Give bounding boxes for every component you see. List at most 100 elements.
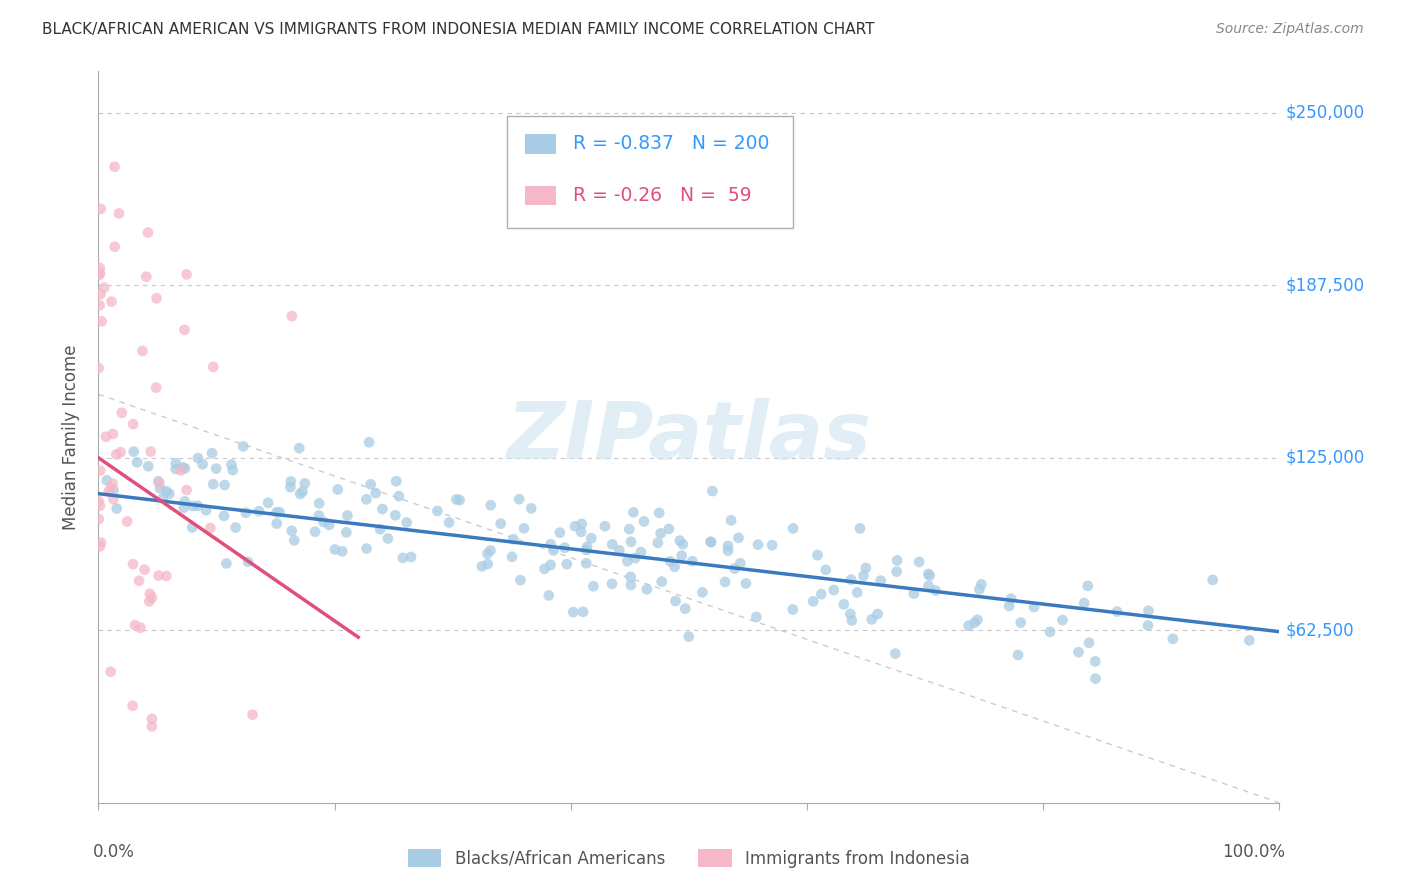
Point bbox=[395, 516, 418, 530]
Point bbox=[998, 599, 1021, 613]
Point bbox=[1073, 596, 1095, 610]
Point bbox=[673, 601, 696, 615]
Point bbox=[747, 538, 769, 552]
Point bbox=[170, 463, 193, 477]
Point bbox=[564, 519, 586, 533]
Point bbox=[513, 521, 536, 535]
Point bbox=[1137, 604, 1160, 618]
Point bbox=[700, 535, 723, 549]
Point bbox=[280, 480, 302, 494]
Point bbox=[247, 504, 270, 518]
Point bbox=[957, 618, 980, 632]
Point bbox=[187, 451, 209, 466]
Point bbox=[832, 597, 855, 611]
Point bbox=[139, 444, 162, 458]
Point bbox=[101, 476, 124, 491]
Point bbox=[903, 587, 925, 601]
Point bbox=[918, 568, 941, 582]
Point bbox=[1084, 672, 1107, 686]
Point bbox=[471, 559, 494, 574]
Point bbox=[554, 541, 576, 555]
Point bbox=[385, 474, 408, 488]
Point bbox=[257, 496, 280, 510]
Point bbox=[308, 508, 330, 523]
Point bbox=[479, 543, 502, 558]
Point bbox=[860, 612, 883, 626]
Point bbox=[1161, 632, 1184, 646]
Point bbox=[122, 444, 145, 458]
Point bbox=[174, 461, 197, 475]
Point bbox=[720, 513, 742, 527]
Point bbox=[917, 566, 939, 581]
Point bbox=[1202, 573, 1225, 587]
Point bbox=[1077, 579, 1099, 593]
Text: $187,500: $187,500 bbox=[1285, 277, 1364, 294]
Point bbox=[672, 537, 695, 551]
Point bbox=[572, 605, 595, 619]
Point bbox=[235, 506, 257, 520]
Text: R = -0.26   N =  59: R = -0.26 N = 59 bbox=[572, 186, 751, 205]
Point bbox=[388, 489, 411, 503]
Point bbox=[323, 542, 346, 557]
Point bbox=[136, 226, 159, 240]
Point bbox=[702, 484, 724, 499]
Point bbox=[664, 559, 686, 574]
Point bbox=[269, 505, 291, 519]
Point bbox=[115, 515, 138, 529]
Point bbox=[266, 516, 288, 531]
Point bbox=[1007, 648, 1029, 662]
Point bbox=[90, 202, 112, 216]
Text: Source: ZipAtlas.com: Source: ZipAtlas.com bbox=[1216, 22, 1364, 37]
Point bbox=[810, 587, 832, 601]
Point bbox=[576, 540, 599, 554]
Point bbox=[141, 712, 163, 726]
Point bbox=[152, 491, 174, 506]
Point bbox=[359, 435, 381, 450]
Point bbox=[356, 492, 378, 507]
Point bbox=[508, 492, 530, 507]
Point bbox=[121, 698, 143, 713]
Point bbox=[692, 585, 714, 599]
Point bbox=[1000, 591, 1022, 606]
Point bbox=[242, 707, 264, 722]
Y-axis label: Median Family Income: Median Family Income bbox=[62, 344, 80, 530]
Text: $62,500: $62,500 bbox=[1285, 622, 1354, 640]
Point bbox=[533, 562, 555, 576]
Legend: Blacks/African Americans, Immigrants from Indonesia: Blacks/African Americans, Immigrants fro… bbox=[408, 849, 970, 868]
Point bbox=[575, 543, 598, 558]
Text: $125,000: $125,000 bbox=[1285, 449, 1365, 467]
Point bbox=[89, 540, 111, 554]
Point bbox=[105, 501, 128, 516]
Point bbox=[600, 537, 623, 551]
Point bbox=[782, 521, 804, 535]
Point bbox=[141, 591, 163, 605]
Point bbox=[283, 533, 305, 548]
Point bbox=[202, 359, 225, 374]
Point bbox=[966, 613, 988, 627]
Point bbox=[1052, 613, 1074, 627]
Point bbox=[501, 549, 523, 564]
Point bbox=[360, 477, 382, 491]
Point bbox=[96, 473, 118, 487]
Point bbox=[814, 563, 837, 577]
Point bbox=[89, 267, 111, 281]
Point bbox=[479, 498, 502, 512]
Point bbox=[191, 457, 214, 471]
Point bbox=[477, 547, 499, 561]
Point bbox=[122, 557, 145, 571]
Point bbox=[607, 543, 630, 558]
Point bbox=[101, 426, 124, 441]
Point bbox=[104, 240, 127, 254]
Point bbox=[136, 459, 159, 474]
Point bbox=[128, 574, 150, 588]
Point bbox=[647, 536, 669, 550]
Point bbox=[969, 582, 991, 597]
Point bbox=[846, 585, 869, 599]
Point bbox=[630, 545, 652, 559]
Point bbox=[620, 534, 643, 549]
Point bbox=[852, 568, 875, 582]
Point bbox=[917, 579, 939, 593]
Point bbox=[658, 522, 681, 536]
Point bbox=[148, 475, 170, 489]
Point bbox=[1078, 636, 1101, 650]
